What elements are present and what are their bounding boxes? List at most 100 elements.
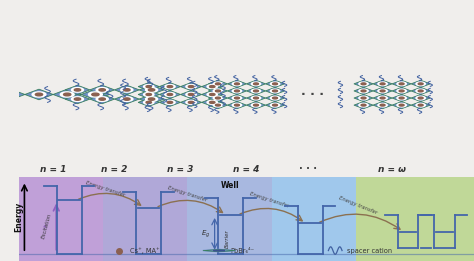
- Circle shape: [418, 90, 423, 92]
- Circle shape: [254, 104, 258, 106]
- Circle shape: [121, 88, 133, 92]
- Polygon shape: [379, 82, 386, 85]
- Polygon shape: [233, 104, 241, 106]
- Circle shape: [186, 85, 196, 88]
- Polygon shape: [354, 102, 373, 109]
- Text: n = 4: n = 4: [233, 165, 260, 174]
- Polygon shape: [354, 87, 373, 94]
- Bar: [272, 177, 356, 261]
- Circle shape: [89, 92, 102, 97]
- Text: Energy transfer: Energy transfer: [249, 191, 290, 209]
- Polygon shape: [166, 85, 174, 88]
- Circle shape: [397, 89, 406, 93]
- Polygon shape: [214, 97, 221, 99]
- Circle shape: [60, 92, 74, 97]
- Circle shape: [121, 97, 133, 101]
- Polygon shape: [114, 94, 139, 104]
- Text: · · ·: · · ·: [301, 88, 324, 101]
- Polygon shape: [90, 85, 115, 94]
- Text: $E_g$: $E_g$: [201, 229, 210, 240]
- Polygon shape: [208, 101, 216, 104]
- Polygon shape: [187, 101, 195, 104]
- Circle shape: [380, 90, 385, 92]
- Polygon shape: [411, 80, 430, 87]
- Circle shape: [165, 93, 175, 96]
- Circle shape: [251, 82, 261, 86]
- Polygon shape: [65, 94, 90, 104]
- Polygon shape: [246, 80, 265, 87]
- Circle shape: [273, 83, 277, 85]
- Circle shape: [74, 89, 81, 91]
- Polygon shape: [411, 94, 430, 102]
- Circle shape: [416, 89, 425, 93]
- Circle shape: [359, 96, 368, 100]
- Polygon shape: [90, 94, 115, 104]
- Circle shape: [165, 100, 175, 104]
- Circle shape: [210, 86, 215, 88]
- Polygon shape: [373, 80, 392, 87]
- Circle shape: [207, 93, 218, 96]
- Polygon shape: [411, 102, 430, 109]
- Polygon shape: [208, 93, 216, 96]
- Text: PbBr₆⁴⁻: PbBr₆⁴⁻: [230, 248, 255, 253]
- Circle shape: [210, 93, 215, 96]
- Circle shape: [378, 103, 387, 107]
- Circle shape: [207, 100, 218, 104]
- Circle shape: [72, 88, 83, 92]
- Polygon shape: [138, 91, 159, 98]
- Circle shape: [92, 93, 99, 96]
- Circle shape: [232, 96, 242, 100]
- Circle shape: [188, 101, 194, 103]
- Polygon shape: [272, 82, 279, 85]
- Polygon shape: [252, 97, 260, 99]
- Polygon shape: [228, 80, 246, 87]
- Polygon shape: [201, 98, 223, 106]
- Polygon shape: [187, 85, 195, 88]
- Text: Cs⁺, MA⁺: Cs⁺, MA⁺: [130, 247, 160, 254]
- Circle shape: [254, 90, 258, 92]
- Polygon shape: [373, 94, 392, 102]
- Polygon shape: [265, 87, 284, 94]
- Polygon shape: [114, 85, 139, 94]
- Circle shape: [144, 93, 154, 96]
- Text: n = 3: n = 3: [167, 165, 194, 174]
- Circle shape: [254, 97, 258, 99]
- Polygon shape: [25, 89, 53, 100]
- Polygon shape: [145, 85, 153, 88]
- Polygon shape: [265, 102, 284, 109]
- Circle shape: [361, 97, 366, 99]
- Polygon shape: [379, 97, 386, 99]
- Circle shape: [273, 90, 277, 92]
- Polygon shape: [360, 104, 367, 106]
- Polygon shape: [392, 87, 411, 94]
- Polygon shape: [398, 97, 405, 99]
- Polygon shape: [392, 94, 411, 102]
- Text: Barrier: Barrier: [224, 230, 229, 248]
- Polygon shape: [208, 85, 216, 88]
- Polygon shape: [246, 94, 265, 102]
- Circle shape: [207, 85, 218, 88]
- Circle shape: [399, 104, 404, 106]
- Circle shape: [361, 83, 366, 85]
- Polygon shape: [265, 94, 284, 102]
- Circle shape: [32, 92, 46, 97]
- Polygon shape: [360, 97, 367, 99]
- Circle shape: [397, 96, 406, 100]
- Polygon shape: [62, 92, 73, 97]
- Circle shape: [416, 82, 425, 86]
- Polygon shape: [203, 250, 236, 252]
- Circle shape: [124, 98, 130, 100]
- Circle shape: [235, 104, 239, 106]
- Circle shape: [378, 89, 387, 93]
- Polygon shape: [411, 87, 430, 94]
- Polygon shape: [209, 94, 228, 102]
- Circle shape: [378, 96, 387, 100]
- Circle shape: [188, 86, 194, 88]
- Polygon shape: [81, 89, 109, 100]
- Polygon shape: [252, 104, 260, 106]
- Circle shape: [167, 93, 173, 96]
- Circle shape: [213, 103, 223, 107]
- Polygon shape: [373, 87, 392, 94]
- Circle shape: [270, 96, 280, 100]
- Polygon shape: [147, 97, 156, 101]
